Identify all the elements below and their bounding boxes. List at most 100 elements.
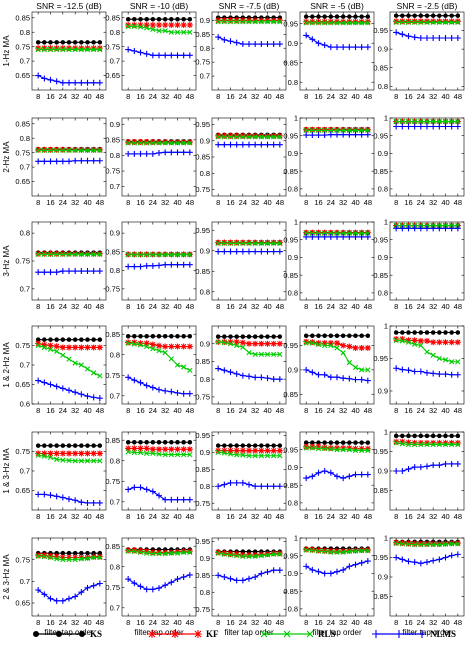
x-tick-label: 32 [71, 406, 79, 415]
data-point [264, 17, 271, 24]
data-point [137, 379, 144, 386]
x-tick-label: 32 [339, 302, 347, 311]
x-tick-label: 16 [136, 302, 144, 311]
data-point [393, 433, 399, 439]
series-rls [215, 134, 283, 140]
x-tick-label: 32 [251, 92, 259, 101]
data-point [78, 45, 85, 52]
data-point [47, 450, 54, 457]
data-point [418, 630, 426, 638]
data-point [227, 550, 234, 557]
y-tick-label: 0.65 [15, 177, 30, 186]
data-point [187, 29, 193, 35]
data-point [252, 374, 259, 381]
data-point [233, 248, 240, 255]
data-point [430, 540, 437, 547]
x-tick-label: 8 [304, 512, 308, 521]
data-point [174, 451, 181, 458]
data-point [252, 240, 258, 246]
data-point [412, 118, 418, 125]
data-point [449, 13, 454, 18]
data-point [91, 458, 97, 464]
plot-frame [299, 11, 375, 91]
data-point [310, 333, 315, 338]
x-tick-label: 40 [441, 302, 449, 311]
data-point [327, 233, 334, 240]
data-point [84, 554, 91, 561]
data-point [156, 262, 162, 269]
x-tick-label: 24 [59, 302, 67, 311]
data-point [340, 375, 347, 382]
panel-r3-c2: 0.750.80.850.98 16 24 32 40 48 [105, 221, 197, 311]
data-point [405, 33, 412, 40]
data-point [424, 118, 430, 125]
x-tick-label: 32 [251, 302, 259, 311]
data-point [144, 550, 150, 556]
y-tick-label: 0.8 [288, 78, 298, 87]
y-tick-label: 0.85 [283, 481, 298, 490]
data-point [246, 551, 252, 558]
data-point [137, 445, 144, 452]
data-point [442, 554, 449, 561]
x-tick-label: 8 [36, 198, 40, 207]
data-point [405, 118, 412, 125]
data-point [424, 225, 430, 232]
data-point [270, 141, 277, 148]
data-point [168, 343, 175, 350]
data-point [399, 31, 406, 38]
series-nlms [303, 468, 371, 482]
data-point [252, 551, 259, 558]
data-point [246, 549, 252, 554]
y-tick-label: 0.85 [283, 167, 298, 176]
data-point [181, 549, 187, 556]
y-tick-label: 0.95 [373, 131, 388, 140]
y-tick-label: 1 [384, 114, 388, 123]
plot-frame [31, 221, 107, 301]
data-point [328, 342, 334, 349]
x-tick-label: 16 [46, 92, 54, 101]
x-tick-label: 32 [71, 302, 79, 311]
x-tick-label: 32 [161, 618, 169, 627]
data-point [66, 595, 72, 602]
data-point [309, 339, 316, 346]
data-point [180, 574, 187, 580]
data-point [418, 118, 424, 125]
series-kf [215, 239, 283, 246]
data-point [258, 453, 264, 459]
data-point [271, 453, 277, 459]
y-tick-label: 0.75 [105, 284, 120, 293]
data-point [54, 337, 59, 342]
series-kf [125, 445, 193, 453]
data-point [35, 147, 41, 153]
x-tick-label: 48 [364, 198, 372, 207]
data-point [327, 131, 334, 138]
data-point [270, 132, 277, 139]
x-tick-label: 16 [404, 406, 412, 415]
x-tick-label: 16 [226, 406, 234, 415]
data-point [283, 630, 291, 638]
y-tick-label: 0.9 [200, 136, 210, 145]
y-tick-label: 0.85 [195, 153, 210, 162]
data-point [276, 483, 283, 490]
data-point [149, 488, 156, 495]
data-point [309, 36, 316, 43]
data-point [246, 481, 252, 488]
x-tick-label: 16 [136, 92, 144, 101]
data-point [42, 443, 47, 448]
data-point [72, 40, 78, 45]
data-point [84, 157, 91, 164]
data-point [125, 440, 131, 445]
data-point [417, 35, 424, 41]
y-tick-label: 0.7 [20, 163, 30, 172]
data-point [448, 540, 455, 547]
data-point [264, 239, 271, 246]
data-point [215, 572, 222, 579]
data-point [54, 40, 59, 45]
data-point [215, 447, 222, 454]
data-point [150, 440, 156, 445]
data-point [35, 452, 41, 459]
x-tick-label: 16 [404, 512, 412, 521]
data-point [234, 134, 240, 140]
